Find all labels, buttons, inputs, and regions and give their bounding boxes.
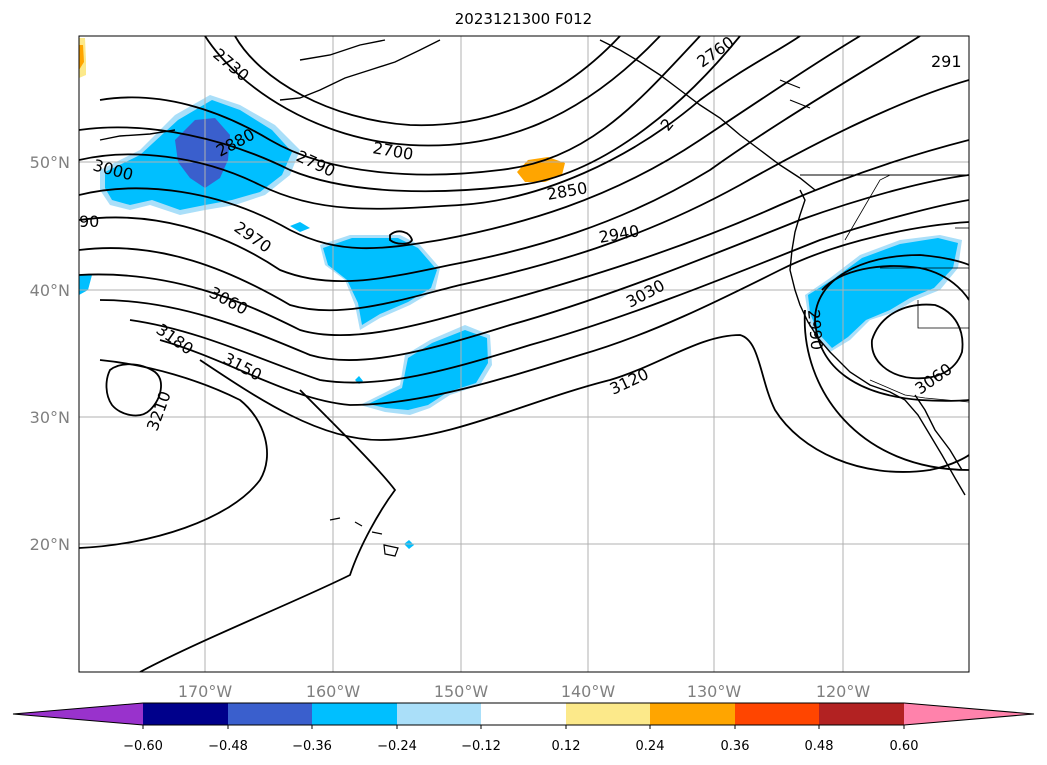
graticule [79, 36, 969, 672]
colorbar-label-060: 0.60 [890, 739, 919, 754]
contour-label-2990: 2990 [804, 309, 826, 351]
lat-label-40n: 40°N [30, 281, 70, 300]
colorbar-label-neg036: −0.36 [292, 739, 332, 754]
colorbar-bin-7 [650, 703, 735, 725]
colorbar-bin-8 [735, 703, 819, 725]
height-contours [79, 36, 969, 672]
colorbar-extend-max [904, 703, 1034, 725]
shaded-anomaly-fields [79, 38, 962, 549]
colorbar-label-012: 0.12 [552, 739, 581, 754]
lon-label-120w: 120°W [816, 682, 871, 701]
colorbar-label-neg024: −0.24 [377, 739, 417, 754]
lat-label-20n: 20°N [30, 535, 70, 554]
lon-label-170w: 170°W [178, 682, 233, 701]
colorbar-bin-4 [397, 703, 481, 725]
contour-label-291: 291 [931, 52, 962, 71]
colorbar-bin-1 [143, 703, 228, 725]
lon-label-160w: 160°W [306, 682, 361, 701]
lon-label-140w: 140°W [561, 682, 616, 701]
colorbar-extend-min [13, 703, 143, 725]
colorbar: −0.60 −0.48 −0.36 −0.24 −0.12 0.12 0.24 … [12, 702, 1035, 754]
colorbar-bin-9 [819, 703, 904, 725]
longitude-labels: 170°W 160°W 150°W 140°W 130°W 120°W [178, 682, 871, 701]
colorbar-bin-2 [228, 703, 312, 725]
lon-label-130w: 130°W [687, 682, 742, 701]
colorbar-label-048: 0.48 [805, 739, 834, 754]
colorbar-bin-5 [481, 703, 566, 725]
colorbar-label-036: 0.36 [721, 739, 750, 754]
colorbar-bin-6 [566, 703, 650, 725]
colorbar-label-024: 0.24 [636, 739, 665, 754]
lon-label-150w: 150°W [434, 682, 489, 701]
lat-label-30n: 30°N [30, 408, 70, 427]
map-frame [78, 35, 970, 673]
colorbar-label-neg048: −0.48 [208, 739, 248, 754]
colorbar-label-neg012: −0.12 [461, 739, 501, 754]
lat-label-50n: 50°N [30, 153, 70, 172]
map-title: 2023121300 F012 [454, 10, 593, 28]
colorbar-label-neg060: −0.60 [123, 739, 163, 754]
contour-label-90: 90 [79, 212, 99, 231]
latitude-labels: 50°N 40°N 30°N 20°N [30, 153, 70, 554]
colorbar-bin-3 [312, 703, 397, 725]
